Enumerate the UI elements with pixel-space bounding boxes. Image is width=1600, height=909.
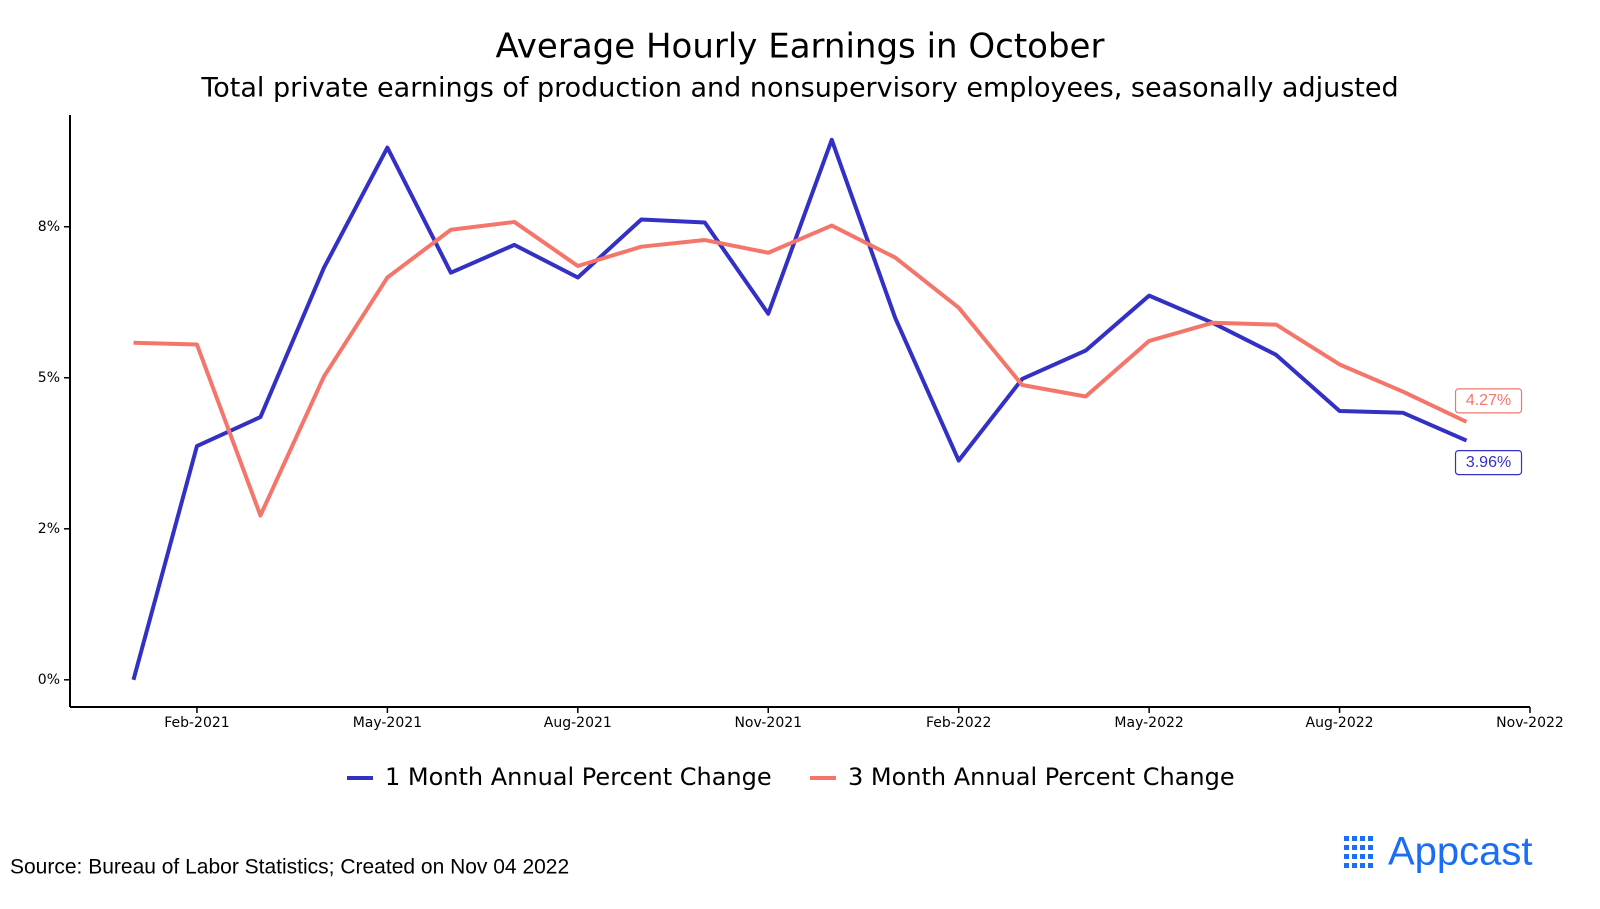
- logo-icon: [1344, 836, 1373, 868]
- y-tick-label: 0%: [38, 672, 60, 688]
- y-tick-label: 5%: [38, 370, 60, 386]
- value-label-box: [1454, 450, 1523, 476]
- x-tick-label: Aug-2021: [544, 715, 612, 731]
- source-note: Source: Bureau of Labor Statistics; Crea…: [10, 856, 569, 879]
- legend-label: 1 Month Annual Percent Change: [385, 763, 772, 791]
- x-tick-label: Feb-2021: [164, 715, 229, 731]
- y-tick-label: 2%: [38, 521, 60, 537]
- x-tick-label: Aug-2022: [1306, 715, 1374, 731]
- legend-label: 3 Month Annual Percent Change: [848, 763, 1235, 791]
- value-label-box: [1454, 388, 1523, 414]
- data-line: [133, 219, 1468, 518]
- x-tick-label: Feb-2022: [926, 715, 991, 731]
- value-label: 3.96%: [1466, 454, 1511, 471]
- data-line: [131, 137, 1468, 681]
- chart-subtitle: Total private earnings of production and…: [200, 73, 1398, 104]
- x-tick-label: Nov-2021: [734, 715, 802, 731]
- value-label: 4.27%: [1466, 392, 1511, 409]
- y-tick-label: 8%: [38, 219, 60, 235]
- x-tick-label: May-2022: [1114, 715, 1183, 731]
- x-tick-label: May-2021: [353, 715, 422, 731]
- chart-title: Average Hourly Earnings in October: [496, 27, 1105, 67]
- x-tick-label: Nov-2022: [1496, 715, 1564, 731]
- logo-text: Appcast: [1388, 830, 1533, 874]
